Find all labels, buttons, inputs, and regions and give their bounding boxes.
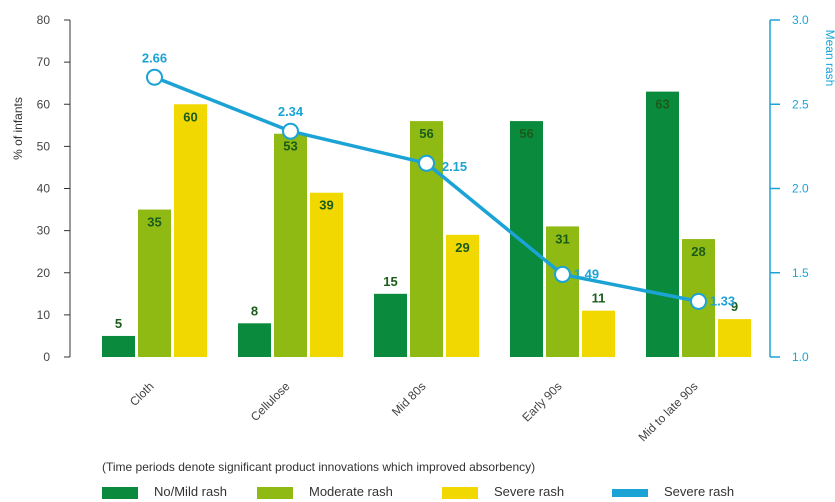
bar-data-label: 5 [115,316,122,331]
bar-data-label: 39 [319,198,333,213]
legend-swatch-severe-line [612,489,648,497]
bar-data-label: 63 [655,97,669,112]
bar-data-label: 28 [691,244,705,259]
bar-data-label: 11 [592,291,606,306]
line-data-label: 2.66 [142,50,167,65]
bar-data-label: 9 [731,299,738,314]
legend: No/Mild rash Moderate rash Severe rash S… [102,484,802,502]
line-data-label: 2.15 [442,159,467,174]
bar-data-label: 53 [283,139,297,154]
bar [646,91,679,358]
x-tick-label: Early 90s [519,379,564,424]
x-tick-label: Cloth [127,379,157,409]
bar-data-label: 8 [251,303,258,318]
bar [446,234,479,357]
bar-data-label: 35 [147,215,161,230]
line-point [282,122,299,140]
x-tick-label: Mid 80s [389,379,429,419]
line-point [690,292,707,310]
line-data-label: 1.33 [710,293,735,308]
legend-swatch-no-mild [102,487,138,499]
y-axis-title-left: % of infants [11,97,25,160]
y-tick-label-left: 30 [37,224,51,238]
y-tick-label-left: 10 [37,308,51,322]
chart-footnote: (Time periods denote significant product… [102,460,536,474]
y-tick-label-left: 20 [37,266,51,280]
bar [510,121,543,357]
y-tick-label-right: 3.0 [792,13,809,27]
y-tick-label-left: 70 [37,55,51,69]
bar-data-label: 56 [419,126,433,141]
x-tick-label: Cellulose [248,379,293,424]
y-tick-label-right: 1.0 [792,350,809,364]
line-data-label: 1.49 [574,266,599,281]
legend-label-moderate: Moderate rash [309,484,393,499]
bar [174,104,207,357]
bar-data-label: 29 [455,240,469,255]
bar-data-label: 56 [519,126,533,141]
bar [374,293,407,357]
legend-swatch-moderate [257,487,293,499]
bar [546,226,579,357]
legend-label-severe-line: Severe rash [664,484,735,499]
bar-data-label: 15 [383,274,397,289]
combo-chart: 0 10 20 30 40 50 60 70 80 % of infants 1.0 1.5 2.0 2.… [11,13,835,444]
y-tick-label-right: 2.5 [792,97,809,111]
bar-data-label: 60 [183,109,197,124]
line-point [554,265,571,283]
y-axis-title-right: Mean rash [823,30,835,87]
y-tick-label-left: 60 [37,97,51,111]
bar [138,209,171,357]
line-point [146,68,163,86]
bar [238,323,271,357]
y-tick-label-right: 1.5 [792,266,809,280]
legend-swatch-severe-bar [442,487,478,499]
legend-label-no-mild: No/Mild rash [154,484,227,499]
y-tick-label-right: 2.0 [792,182,809,196]
y-tick-label-left: 80 [37,13,51,27]
x-tick-label: Mid to late 90s [636,379,701,444]
legend-label-severe-bar: Severe rash [494,484,565,499]
line-point [418,154,435,172]
bar [310,192,343,357]
bar-data-label: 31 [555,231,569,246]
bar [274,133,307,357]
bar [718,319,751,357]
line-data-label: 2.34 [278,104,304,119]
y-tick-label-left: 40 [37,182,51,196]
bar [102,335,135,357]
bar [582,310,615,357]
y-tick-label-left: 0 [43,350,50,364]
y-tick-label-left: 50 [37,139,51,153]
